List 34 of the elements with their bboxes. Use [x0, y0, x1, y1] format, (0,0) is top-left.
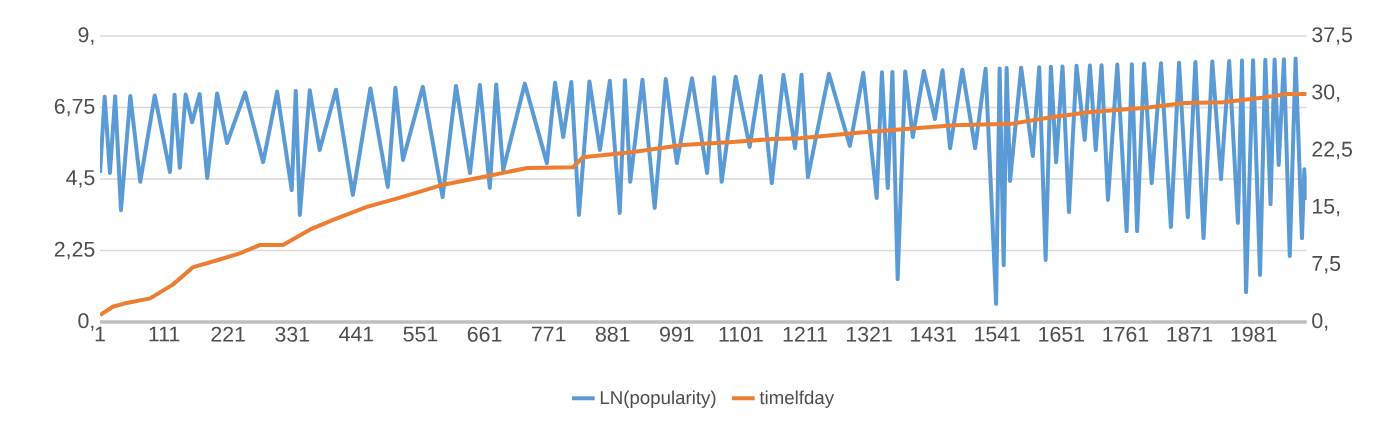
x-tick-label: 1541	[975, 326, 1020, 342]
x-tick-label: 881	[595, 326, 630, 342]
y-tick-label: 4,5	[66, 170, 95, 188]
x-tick-label: 1761	[1103, 326, 1149, 342]
line-series	[100, 56, 1307, 306]
x-tick-label: 551	[403, 326, 438, 342]
x-tick-label: 1101	[719, 326, 763, 342]
x-tick-label: 991	[660, 326, 694, 342]
x-tick-label: 331	[275, 326, 310, 342]
legend-label: LN(popularity)	[600, 390, 716, 408]
y2-tick-label: 0,	[1312, 313, 1328, 331]
x-tick-label: 1871	[1167, 326, 1213, 342]
x-tick-label: 221	[211, 326, 245, 342]
legend-label: timelfday	[759, 390, 835, 408]
x-tick-label: 1981	[1231, 326, 1277, 342]
x-tick-label: 661	[467, 326, 502, 342]
x-tick-label: 1	[95, 326, 105, 342]
x-tick-label: 1431	[911, 326, 956, 342]
x-tick-label: 441	[339, 326, 374, 342]
y-tick-label: 6,75	[54, 98, 95, 117]
x-tick-label: 1321	[847, 326, 892, 342]
y2-tick-label: 15,	[1313, 198, 1340, 217]
y2-tick-label: 7,5	[1312, 256, 1341, 274]
x-tick-label: 771	[531, 326, 566, 342]
line-series	[100, 91, 1307, 318]
x-tick-label: 1211	[783, 326, 827, 342]
y-tick-label: 2,25	[54, 241, 95, 260]
y-tick-label: 0,	[78, 313, 94, 331]
y2-tick-label: 22,5	[1312, 141, 1352, 160]
x-tick-label: 1651	[1039, 326, 1085, 342]
y-tick-label: 9,	[78, 27, 94, 45]
y2-tick-label: 30,	[1312, 84, 1340, 102]
x-tick-label: 111	[149, 326, 180, 342]
y2-tick-label: 37,5	[1312, 27, 1352, 45]
